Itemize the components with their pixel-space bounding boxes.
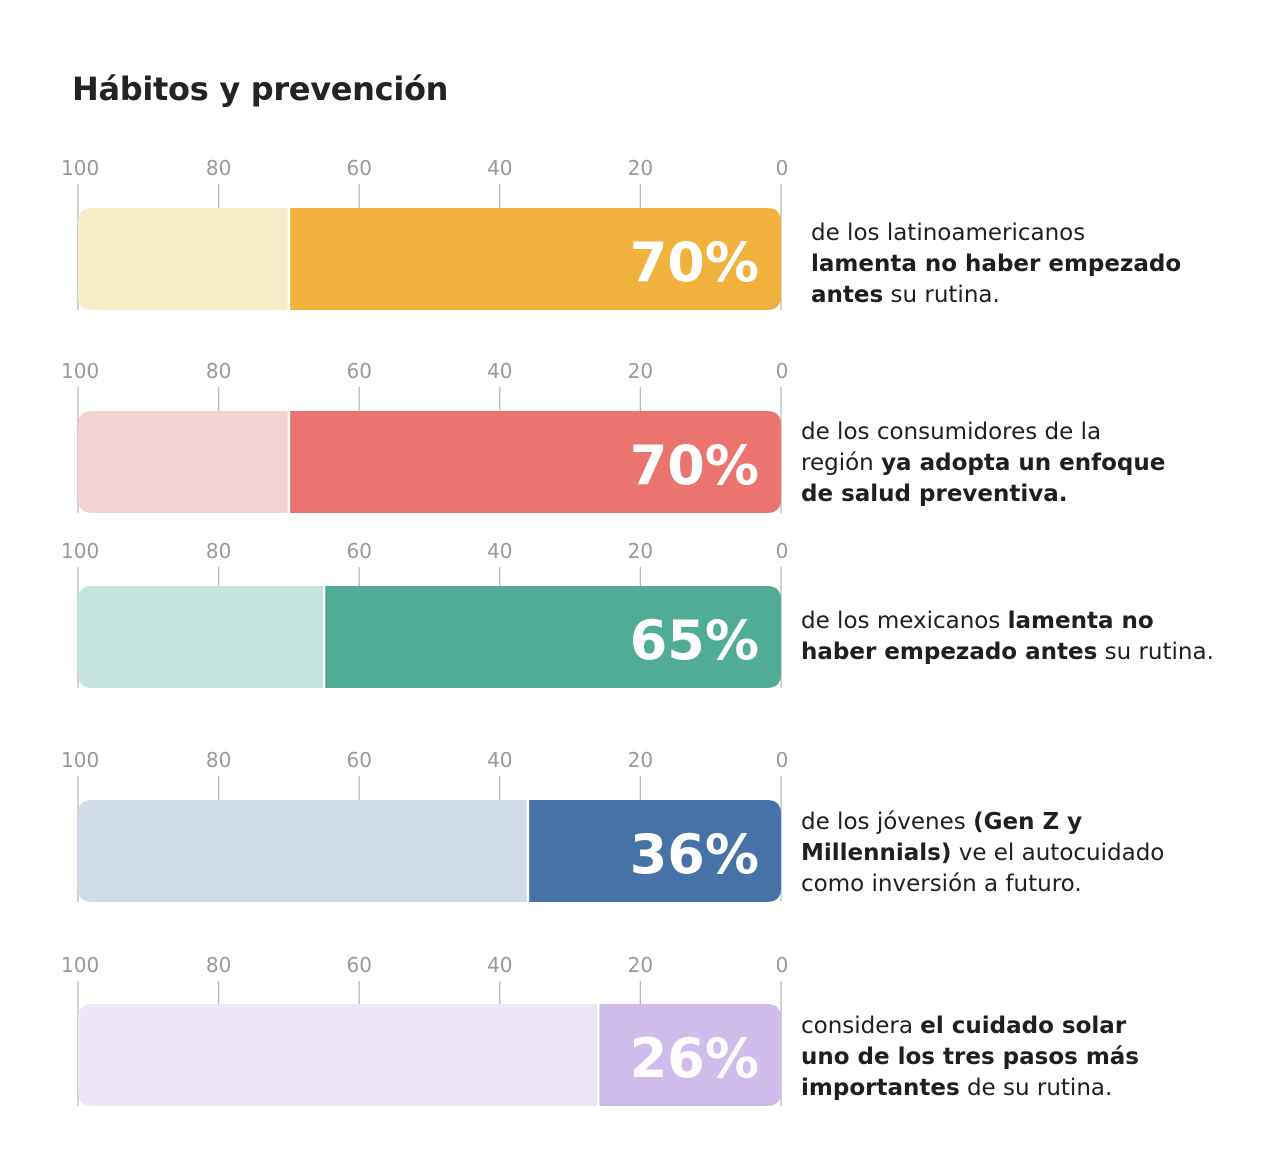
tick-label: 100 (61, 748, 99, 772)
tick-label: 80 (206, 539, 231, 563)
tick-label: 20 (628, 953, 653, 977)
value-label: 70% (630, 434, 759, 497)
tick-label: 100 (61, 539, 99, 563)
tick-label: 40 (487, 539, 512, 563)
tick-label: 80 (206, 953, 231, 977)
bar-track (78, 208, 289, 310)
tick-label: 80 (206, 156, 231, 180)
tick-label: 0 (776, 748, 789, 772)
value-label: 36% (630, 823, 759, 886)
tick-label: 0 (776, 156, 789, 180)
tick-label: 0 (776, 359, 789, 383)
tick-label: 40 (487, 953, 512, 977)
tick-label: 60 (346, 359, 371, 383)
tick-label: 100 (61, 156, 99, 180)
bar (598, 1004, 781, 1106)
bar-description: considera el cuidado solar uno de los tr… (801, 1011, 1181, 1104)
description-bold: (Gen Z y Millennials) (801, 809, 1083, 866)
bar-track (78, 800, 528, 902)
description-text: ve el autocuidado como inversión a futur… (801, 840, 1165, 897)
chart-title: Hábitos y prevención (72, 70, 449, 108)
description-bold: el cuidado solar uno de los tres pasos m… (801, 1013, 1139, 1101)
tick-label: 80 (206, 359, 231, 383)
tick-label: 80 (206, 748, 231, 772)
description-bold: ya adopta un enfoque de salud preventiva… (801, 450, 1166, 507)
description-text: su rutina. (1104, 639, 1214, 665)
tick-label: 100 (61, 953, 99, 977)
bar-group: 100 80 60 40 20 0 36% (61, 748, 788, 902)
bar (324, 586, 781, 688)
value-label: 70% (630, 231, 759, 294)
description-bold: lamenta no haber empezado antes (801, 608, 1154, 665)
tick-label: 100 (61, 359, 99, 383)
bar-description: de los mexicanos lamenta no haber empeza… (801, 606, 1221, 668)
bar (288, 411, 781, 513)
bar-track (78, 411, 289, 513)
bar-group: 100 80 60 40 20 0 70% (61, 359, 788, 513)
tick-label: 40 (487, 156, 512, 180)
bar-track (78, 586, 325, 688)
tick-label: 20 (628, 359, 653, 383)
bar-group: 100 80 60 40 20 0 26% (61, 953, 788, 1106)
bar-description: de los consumidores de la región ya adop… (801, 417, 1181, 510)
tick-label: 20 (628, 156, 653, 180)
description-bold: lamenta no haber empezado antes (811, 251, 1182, 308)
tick-label: 40 (487, 748, 512, 772)
tick-label: 40 (487, 359, 512, 383)
description-text: su rutina. (890, 282, 1000, 308)
tick-label: 0 (776, 539, 789, 563)
description-text: considera (801, 1013, 913, 1039)
bar-description: de los jóvenes (Gen Z y Millennials) ve … (801, 807, 1181, 900)
bar (527, 800, 781, 902)
description-text: de los consumidores de la región (801, 419, 1102, 476)
tick-label: 20 (628, 748, 653, 772)
tick-label: 60 (346, 156, 371, 180)
tick-label: 60 (346, 748, 371, 772)
value-label: 65% (630, 609, 759, 672)
value-label: 26% (630, 1027, 759, 1090)
bar-track (78, 1004, 599, 1106)
description-text: de los latinoamericanos (811, 220, 1086, 246)
description-text: de los mexicanos (801, 608, 1001, 634)
tick-label: 0 (776, 953, 789, 977)
tick-label: 60 (346, 953, 371, 977)
description-text: de los jóvenes (801, 809, 966, 835)
bar-group: 100 80 60 40 20 0 70% (61, 156, 788, 310)
description-text: de su rutina. (966, 1075, 1113, 1101)
tick-label: 20 (628, 539, 653, 563)
bar-description: de los latinoamericanos lamenta no haber… (811, 218, 1191, 311)
tick-label: 60 (346, 539, 371, 563)
bar (288, 208, 781, 310)
bar-group: 100 80 60 40 20 0 65% (61, 539, 788, 688)
